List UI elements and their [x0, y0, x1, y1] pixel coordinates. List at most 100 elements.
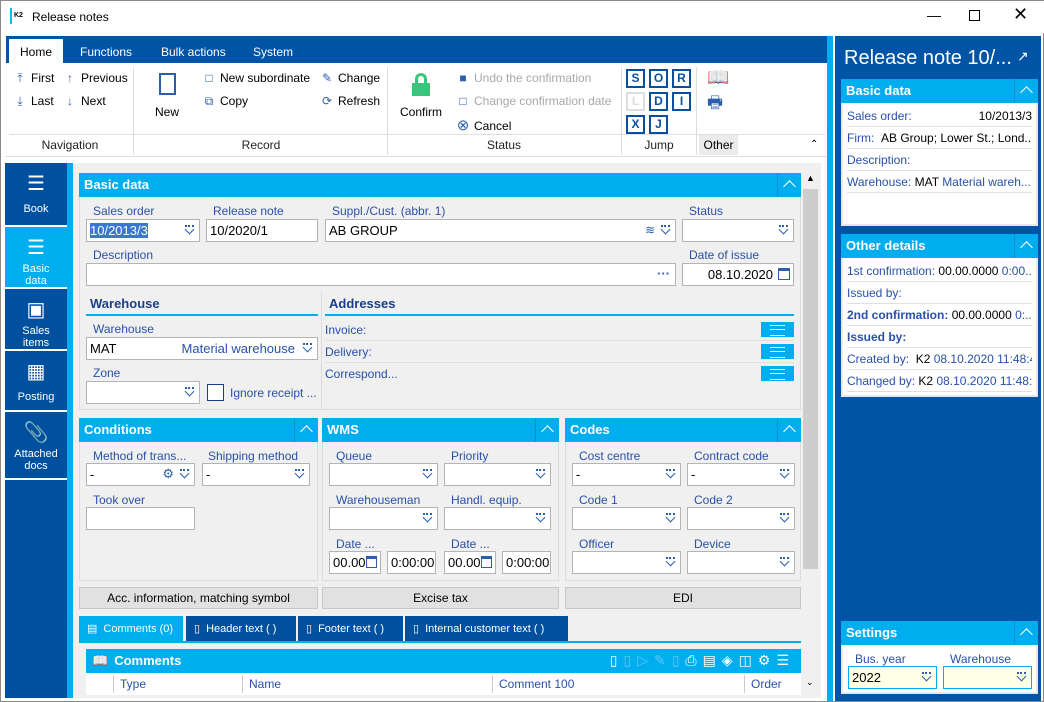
sidebar-item-basic-data[interactable]: ☰ Basic data	[5, 227, 67, 289]
collapse-icon[interactable]	[1014, 621, 1038, 645]
confirm-button[interactable]: Confirm	[397, 73, 445, 119]
time1-field[interactable]: 0:00:00	[387, 551, 436, 574]
tab-header-text[interactable]: ▯ Header text ( )	[186, 616, 296, 641]
dropdown-icon[interactable]	[921, 672, 932, 683]
column-header-comment[interactable]: Comment 100	[492, 675, 745, 693]
correspond-menu-button[interactable]	[761, 366, 794, 381]
jump-i-button[interactable]: I	[672, 92, 691, 111]
time2-field[interactable]: 0:00:00	[502, 551, 551, 574]
jump-x-button[interactable]: X	[626, 115, 645, 134]
gear-icon[interactable]: ⚙	[757, 652, 777, 668]
ellipsis-button[interactable]: ···	[657, 266, 670, 281]
supplier-field[interactable]: AB GROUP ≋	[325, 219, 676, 242]
splitter[interactable]	[827, 36, 833, 701]
ribbon-tab-functions[interactable]: Functions	[80, 45, 133, 59]
sidebar-item-sales-items[interactable]: ▣ Sales items	[5, 289, 67, 351]
dropdown-icon[interactable]	[779, 557, 790, 568]
sales-order-field[interactable]: 10/2013/3	[86, 219, 200, 242]
dropdown-icon[interactable]	[422, 469, 433, 480]
excise-tax-button[interactable]: Excise tax	[322, 587, 559, 609]
jump-d-button[interactable]: D	[649, 92, 668, 111]
scroll-thumb[interactable]	[803, 189, 818, 569]
calendar-icon[interactable]	[366, 556, 377, 568]
close-icon[interactable]: ✕	[1013, 4, 1029, 24]
change-confirmation-date-button[interactable]: □ Change confirmation date	[456, 94, 611, 108]
ribbon-tab-bulk-actions[interactable]: Bulk actions	[161, 45, 226, 59]
settings-warehouse-field[interactable]	[943, 666, 1032, 689]
scroll-down-icon[interactable]: ⌄	[806, 677, 814, 687]
delivery-menu-button[interactable]	[761, 344, 794, 359]
database-icon[interactable]: ≋	[644, 223, 655, 237]
warehouseman-field[interactable]	[329, 507, 438, 530]
ignore-receipt-checkbox[interactable]	[207, 384, 224, 401]
tab-internal-customer-text[interactable]: ▯ Internal customer text ( )	[405, 616, 568, 641]
refresh-button[interactable]: ⟳ Refresh	[320, 94, 380, 108]
tab-comments[interactable]: ▤ Comments (0)	[79, 616, 183, 641]
collapse-icon[interactable]	[535, 418, 559, 442]
date1-field[interactable]: 00.00	[329, 551, 381, 574]
jump-r-button[interactable]: R	[672, 69, 691, 88]
jump-l-button[interactable]: L	[626, 92, 645, 111]
printer-icon[interactable]: ⎙	[685, 652, 703, 668]
took-over-field[interactable]	[86, 507, 195, 530]
collapse-ribbon-icon[interactable]: ⌃	[810, 139, 819, 150]
code1-field[interactable]	[572, 507, 681, 530]
sidebar-item-attached-docs[interactable]: 📎 Attached docs	[5, 412, 67, 480]
priority-field[interactable]	[444, 463, 551, 486]
date-of-issue-field[interactable]: 08.10.2020	[682, 263, 794, 286]
dropdown-icon[interactable]	[179, 469, 190, 480]
dropdown-icon[interactable]	[665, 557, 676, 568]
dropdown-icon[interactable]	[294, 469, 305, 480]
collapse-icon[interactable]	[294, 418, 318, 442]
dropdown-icon[interactable]	[302, 343, 313, 354]
dropdown-icon[interactable]	[779, 469, 790, 480]
method-field[interactable]: - ⚙	[86, 463, 195, 486]
dropdown-icon[interactable]	[184, 387, 195, 398]
dropdown-icon[interactable]	[665, 469, 676, 480]
warehouse-name[interactable]: Material wareh...	[942, 175, 1031, 189]
calendar-icon[interactable]	[778, 268, 790, 280]
date2-field[interactable]: 00.00	[444, 551, 496, 574]
sidebar-item-book[interactable]: ☰ Book	[5, 163, 67, 227]
dropdown-icon[interactable]	[660, 225, 671, 236]
new-subordinate-button[interactable]: □ New subordinate	[202, 71, 310, 85]
minimize-icon[interactable]: —	[927, 7, 941, 23]
next-button[interactable]: ↓ Next	[63, 94, 106, 108]
printer-icon[interactable]: 🖶	[707, 93, 724, 112]
tab-footer-text[interactable]: ▯ Footer text ( )	[298, 616, 403, 641]
dropdown-icon[interactable]	[535, 469, 546, 480]
jump-s-button[interactable]: S	[626, 69, 645, 88]
first-button[interactable]: ⤒ First	[13, 71, 54, 86]
collapse-icon[interactable]	[1014, 79, 1038, 103]
zone-field[interactable]	[86, 381, 200, 404]
release-note-field[interactable]: 10/2020/1	[206, 219, 318, 242]
handl-equip-field[interactable]	[444, 507, 551, 530]
scroll-up-icon[interactable]: ▲	[806, 173, 815, 183]
collapse-icon[interactable]	[777, 418, 801, 442]
popout-icon[interactable]: ↗	[1017, 48, 1029, 64]
ribbon-tab-system[interactable]: System	[253, 45, 294, 59]
contract-code-field[interactable]: -	[687, 463, 795, 486]
queue-field[interactable]	[329, 463, 438, 486]
sidebar-item-posting[interactable]: ▦ Posting	[5, 351, 67, 412]
new-icon[interactable]: ▯	[609, 652, 624, 668]
ribbon-tab-home[interactable]: Home	[9, 39, 63, 63]
gear-icon[interactable]: ⚙	[162, 466, 174, 481]
last-button[interactable]: ⤓ Last	[13, 94, 53, 109]
dropdown-icon[interactable]	[535, 513, 546, 524]
edi-button[interactable]: EDI	[565, 587, 801, 609]
jump-o-button[interactable]: O	[649, 69, 668, 88]
dropdown-icon[interactable]	[779, 513, 790, 524]
column-header-name[interactable]: Name	[242, 675, 492, 693]
undo-confirmation-button[interactable]: ■ Undo the confirmation	[456, 71, 591, 85]
new-button[interactable]: New	[149, 73, 185, 119]
bus-year-field[interactable]: 2022	[848, 666, 937, 689]
book-icon[interactable]: 📖	[707, 67, 730, 87]
vertical-scrollbar[interactable]: ▲ ⌄	[802, 173, 819, 691]
cancel-button[interactable]: ⊗ Cancel	[456, 116, 512, 134]
dropdown-icon[interactable]	[184, 225, 195, 236]
dropdown-icon[interactable]	[422, 513, 433, 524]
shipping-field[interactable]: -	[202, 463, 310, 486]
warehouse-field[interactable]: MAT Material warehouse	[86, 337, 318, 360]
collapse-icon[interactable]	[1014, 234, 1038, 258]
